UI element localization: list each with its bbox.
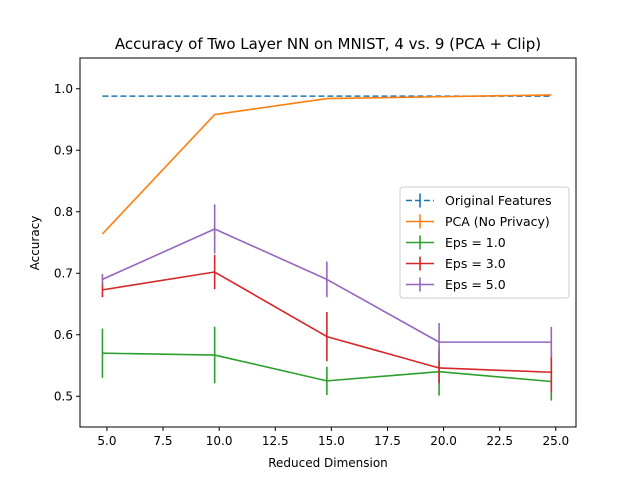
y-axis-title: Accuracy — [28, 216, 42, 271]
x-tick-label-5: 17.5 — [374, 434, 401, 448]
axes-frame — [79, 57, 577, 428]
y-tick-label-4: 0.9 — [54, 143, 73, 157]
x-tick-label-6: 20.0 — [430, 434, 457, 448]
y-tick-label-0: 0.5 — [54, 389, 73, 403]
y-tick-label-5: 1.0 — [54, 82, 73, 96]
x-tick-label-0: 5.0 — [97, 434, 116, 448]
chart-title: Accuracy of Two Layer NN on MNIST, 4 vs.… — [115, 35, 541, 53]
legend-label-3: Eps = 3.0 — [445, 256, 506, 271]
x-tick-label-8: 25.0 — [542, 434, 569, 448]
y-tick-label-2: 0.7 — [54, 266, 73, 280]
x-axis-title: Reduced Dimension — [268, 456, 388, 470]
legend-box — [399, 186, 570, 299]
x-tick-label-4: 15.0 — [318, 434, 345, 448]
legend-label-4: Eps = 5.0 — [445, 277, 506, 292]
legend-label-1: PCA (No Privacy) — [445, 214, 550, 229]
series-line-1 — [101, 94, 552, 235]
y-tick-label-3: 0.8 — [54, 205, 73, 219]
plot-area — [101, 94, 553, 401]
y-tick-label-1: 0.6 — [54, 328, 73, 342]
legend: Original Features PCA (No Privacy) Eps = 1… — [399, 186, 570, 299]
x-tick-label-1: 7.5 — [153, 434, 172, 448]
x-tick-label-2: 10.0 — [206, 434, 233, 448]
x-tick-label-3: 12.5 — [262, 434, 289, 448]
legend-label-0: Original Features — [445, 193, 552, 208]
legend-label-2: Eps = 1.0 — [445, 235, 506, 250]
x-tick-label-7: 22.5 — [486, 434, 513, 448]
axes: 5.0 7.5 10.0 12.5 15.0 17.5 20.0 22.5 25.0 0.5 0.6… — [54, 57, 577, 448]
